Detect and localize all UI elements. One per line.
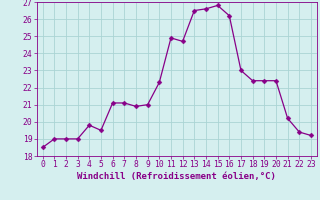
X-axis label: Windchill (Refroidissement éolien,°C): Windchill (Refroidissement éolien,°C) <box>77 172 276 181</box>
